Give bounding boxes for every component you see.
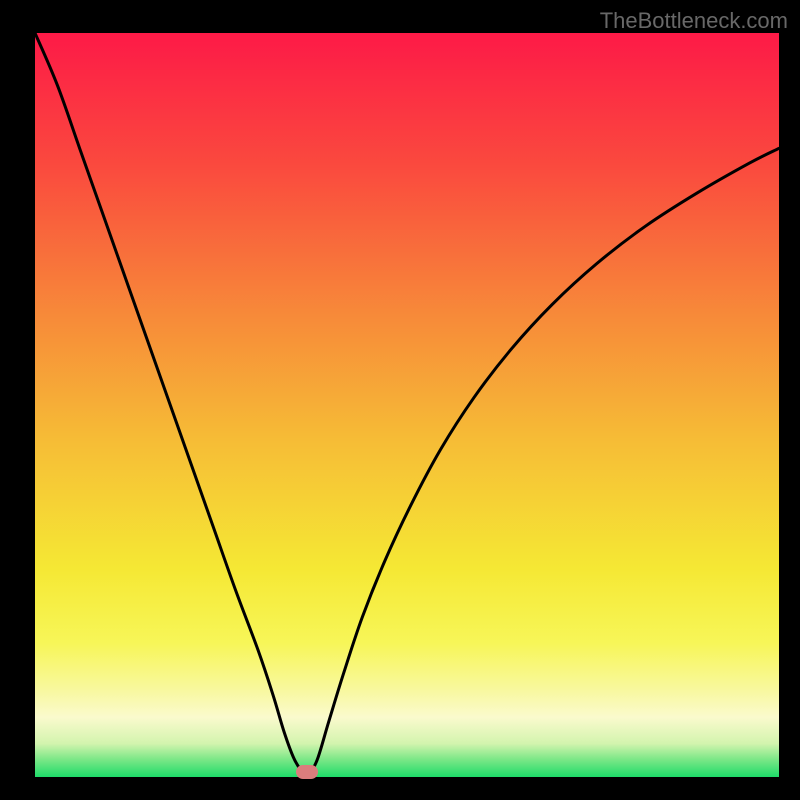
watermark-text: TheBottleneck.com (600, 8, 788, 34)
bottleneck-curve (35, 33, 779, 777)
plot-area (35, 33, 779, 777)
optimum-marker (296, 765, 318, 779)
chart-frame: TheBottleneck.com (0, 0, 800, 800)
